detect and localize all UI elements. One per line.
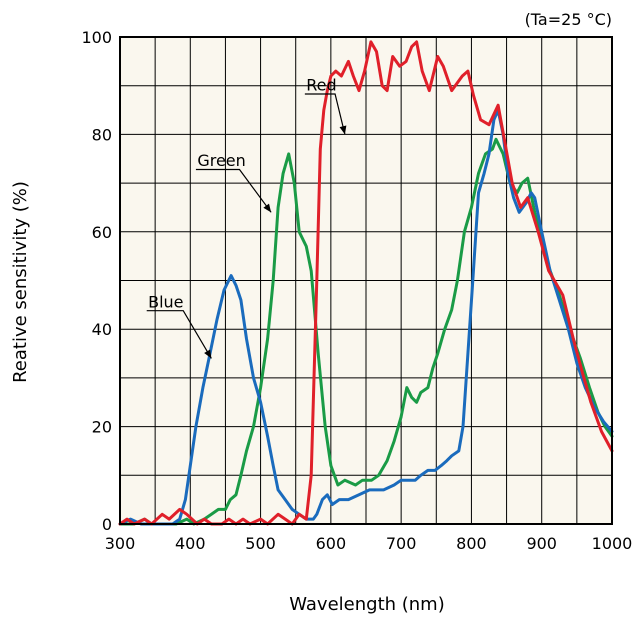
x-tick-label: 900 xyxy=(526,534,557,553)
x-tick-label: 800 xyxy=(456,534,487,553)
y-tick-label: 60 xyxy=(92,223,112,242)
series-line-blue xyxy=(118,108,614,526)
y-tick-label: 100 xyxy=(81,28,112,47)
leader-line-green xyxy=(195,168,272,213)
leader-arrow-blue xyxy=(204,349,212,359)
y-tick-label: 20 xyxy=(92,418,112,437)
series-labels: Red Green Blue xyxy=(146,76,347,359)
leader-arrow-red xyxy=(339,125,347,135)
y-axis-title: Reative sensitivity (%) xyxy=(10,181,31,383)
x-tick-label: 300 xyxy=(105,534,136,553)
x-tick-label: 400 xyxy=(175,534,206,553)
leader-line-red xyxy=(304,93,346,135)
plot-frame xyxy=(119,36,613,525)
series-line-green xyxy=(118,137,614,526)
x-axis-title: Wavelength (nm) xyxy=(289,594,445,615)
series-label-green: Green xyxy=(197,151,245,170)
leader-arrow-green xyxy=(263,203,272,213)
series-label-red: Red xyxy=(306,76,336,95)
x-tick-label: 600 xyxy=(316,534,347,553)
y-tick-label: 40 xyxy=(92,320,112,339)
y-tick-label: 0 xyxy=(102,515,112,534)
condition-label: (Ta=25 °C) xyxy=(525,10,612,29)
x-tick-label: 700 xyxy=(386,534,417,553)
leader-line-blue xyxy=(146,310,212,359)
x-tick-label: 500 xyxy=(245,534,276,553)
series-label-blue: Blue xyxy=(148,292,183,311)
y-tick-label: 80 xyxy=(92,125,112,144)
x-tick-label: 1000 xyxy=(592,534,633,553)
y-tick-labels: 0 20 40 60 80 100 xyxy=(81,28,112,534)
x-tick-labels: 300 400 500 600 700 800 900 1000 xyxy=(105,534,633,553)
